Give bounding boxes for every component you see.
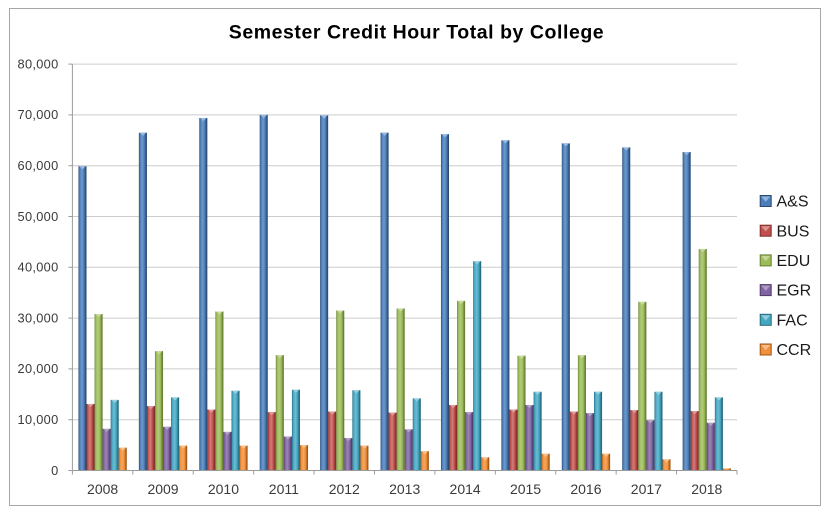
svg-text:2015: 2015 — [510, 481, 541, 497]
svg-text:30,000: 30,000 — [18, 310, 59, 325]
svg-text:Semester Credit Hour Total by: Semester Credit Hour Total by College — [229, 22, 604, 44]
svg-text:FAC: FAC — [777, 312, 808, 329]
svg-text:2013: 2013 — [389, 481, 420, 497]
svg-text:2014: 2014 — [450, 481, 481, 497]
svg-text:2008: 2008 — [87, 481, 118, 497]
svg-text:40,000: 40,000 — [18, 260, 59, 275]
svg-text:A&S: A&S — [777, 194, 809, 211]
svg-text:EDU: EDU — [777, 253, 811, 270]
svg-text:60,000: 60,000 — [18, 158, 59, 173]
svg-text:EGR: EGR — [777, 283, 812, 300]
svg-text:70,000: 70,000 — [18, 107, 59, 122]
svg-text:50,000: 50,000 — [18, 209, 59, 224]
svg-text:BUS: BUS — [777, 223, 810, 240]
svg-text:2016: 2016 — [570, 481, 601, 497]
svg-text:2018: 2018 — [691, 481, 722, 497]
svg-text:20,000: 20,000 — [18, 361, 59, 376]
svg-text:2011: 2011 — [269, 481, 299, 497]
svg-text:0: 0 — [51, 463, 58, 478]
svg-text:CCR: CCR — [777, 342, 812, 359]
svg-text:10,000: 10,000 — [18, 412, 59, 427]
svg-text:2012: 2012 — [329, 481, 360, 497]
svg-text:2009: 2009 — [147, 481, 178, 497]
svg-text:2017: 2017 — [631, 481, 662, 497]
svg-text:80,000: 80,000 — [18, 56, 59, 71]
svg-text:2010: 2010 — [208, 481, 239, 497]
